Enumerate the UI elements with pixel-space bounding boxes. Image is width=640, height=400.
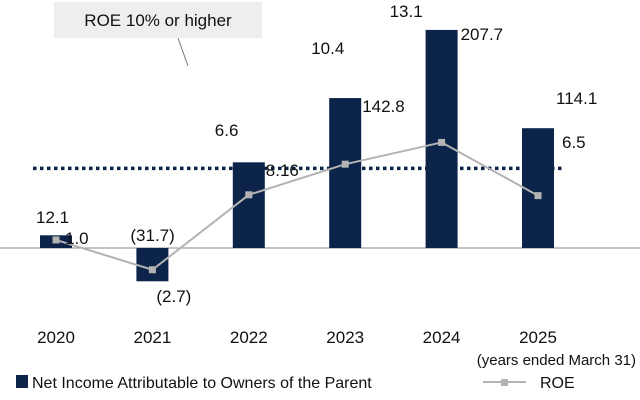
roe-line bbox=[55, 141, 539, 271]
bar-2022 bbox=[232, 162, 265, 248]
data-labels: 12.1 (31.7) 8.16 142.8 207.7 114.1 1.0 (2.7) 6.6… bbox=[36, 2, 597, 306]
roe-point-2025 bbox=[534, 192, 542, 200]
roe-target-callout-connector bbox=[177, 37, 189, 67]
roe-label-2022: 6.6 bbox=[215, 121, 239, 140]
bar-2023 bbox=[329, 98, 362, 248]
legend-net-income-label: Net Income Attributable to Owners of the… bbox=[32, 375, 372, 392]
x-tick-2024: 2024 bbox=[423, 328, 461, 347]
roe-point-2024 bbox=[438, 138, 446, 146]
roe-point-2023 bbox=[341, 160, 349, 168]
roe-label-2023: 10.4 bbox=[311, 39, 344, 58]
legend-net-income-swatch bbox=[16, 375, 28, 388]
roe-target-callout-box bbox=[54, 2, 262, 38]
roe-label-2025: 6.5 bbox=[562, 133, 586, 152]
x-axis-ticks: 2020 2021 2022 2023 2024 2025 bbox=[37, 328, 557, 347]
x-tick-2022: 2022 bbox=[230, 328, 268, 347]
roe-label-2024: 13.1 bbox=[390, 2, 423, 21]
x-tick-2023: 2023 bbox=[326, 328, 364, 347]
net-income-label-2022: 8.16 bbox=[266, 161, 299, 180]
x-tick-2021: 2021 bbox=[133, 328, 171, 347]
bar-series bbox=[40, 29, 554, 282]
net-income-label-2025: 114.1 bbox=[556, 89, 597, 108]
x-axis-label: (years ended March 31) bbox=[477, 352, 636, 369]
net-income-label-2024: 207.7 bbox=[461, 25, 504, 44]
legend-roe-label: ROE bbox=[540, 375, 575, 392]
roe-target-label: ROE 10% or higher bbox=[84, 11, 232, 30]
roe-label-2020: 1.0 bbox=[65, 229, 89, 248]
net-income-label-2021: (31.7) bbox=[130, 226, 174, 245]
net-income-label-2020: 12.1 bbox=[36, 208, 69, 227]
legend: Net Income Attributable to Owners of the… bbox=[16, 375, 575, 392]
roe-series bbox=[52, 138, 542, 274]
x-tick-2025: 2025 bbox=[519, 328, 557, 347]
roe-point-2021 bbox=[148, 266, 156, 274]
bar-2025 bbox=[522, 128, 554, 248]
x-tick-2020: 2020 bbox=[37, 328, 75, 347]
bar-2021 bbox=[136, 248, 169, 282]
legend-roe-swatch-marker bbox=[501, 379, 508, 386]
roe-point-2022 bbox=[245, 191, 253, 199]
net-income-label-2023: 142.8 bbox=[362, 97, 405, 116]
roe-point-2020 bbox=[52, 236, 60, 244]
roe-label-2021: (2.7) bbox=[156, 287, 191, 306]
